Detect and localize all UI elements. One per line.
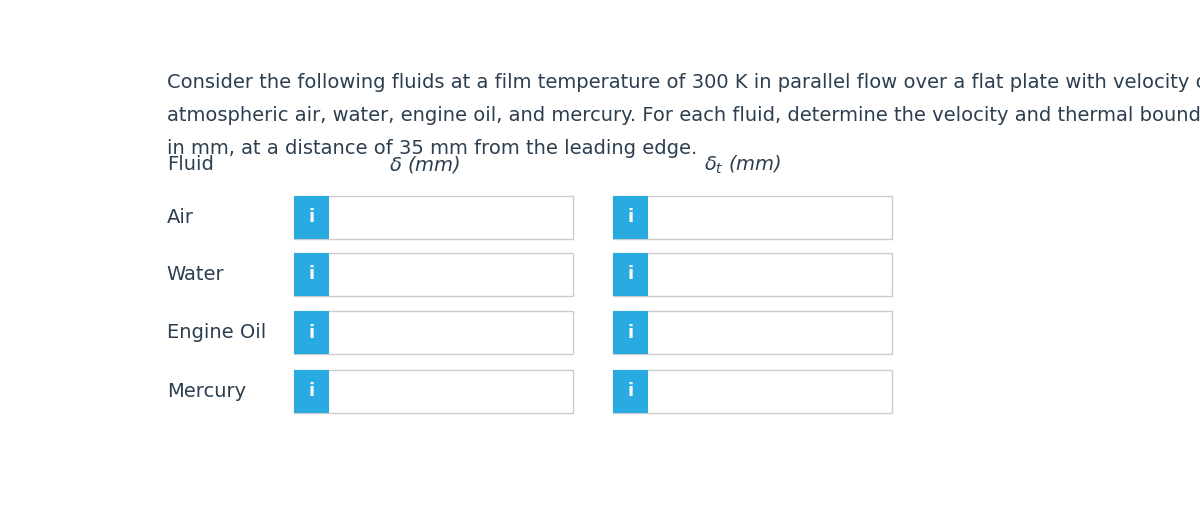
- Text: Fluid: Fluid: [167, 155, 214, 174]
- Text: Consider the following fluids at a film temperature of 300 K in parallel flow ov: Consider the following fluids at a film …: [167, 73, 1200, 92]
- FancyBboxPatch shape: [294, 252, 574, 296]
- Text: Air: Air: [167, 208, 193, 227]
- FancyBboxPatch shape: [294, 370, 330, 413]
- FancyBboxPatch shape: [613, 196, 648, 239]
- Text: i: i: [308, 324, 314, 342]
- FancyBboxPatch shape: [613, 252, 892, 296]
- FancyBboxPatch shape: [613, 196, 892, 239]
- Text: i: i: [628, 208, 634, 227]
- FancyBboxPatch shape: [613, 370, 648, 413]
- FancyBboxPatch shape: [294, 252, 330, 296]
- FancyBboxPatch shape: [613, 311, 648, 355]
- Text: Water: Water: [167, 265, 224, 283]
- FancyBboxPatch shape: [613, 252, 648, 296]
- FancyBboxPatch shape: [294, 196, 330, 239]
- FancyBboxPatch shape: [294, 311, 574, 355]
- Text: in mm, at a distance of 35 mm from the leading edge.: in mm, at a distance of 35 mm from the l…: [167, 139, 697, 158]
- Text: Mercury: Mercury: [167, 382, 246, 401]
- Text: i: i: [308, 208, 314, 227]
- FancyBboxPatch shape: [613, 370, 892, 413]
- FancyBboxPatch shape: [294, 370, 574, 413]
- Text: $\delta_t$ (mm): $\delta_t$ (mm): [703, 153, 781, 176]
- FancyBboxPatch shape: [613, 311, 892, 355]
- FancyBboxPatch shape: [294, 196, 574, 239]
- Text: i: i: [308, 383, 314, 400]
- Text: i: i: [628, 324, 634, 342]
- Text: i: i: [628, 383, 634, 400]
- Text: Engine Oil: Engine Oil: [167, 323, 266, 342]
- Text: i: i: [308, 265, 314, 283]
- Text: atmospheric air, water, engine oil, and mercury. For each fluid, determine the v: atmospheric air, water, engine oil, and …: [167, 106, 1200, 125]
- Text: $\delta$ (mm): $\delta$ (mm): [389, 154, 460, 175]
- Text: i: i: [628, 265, 634, 283]
- FancyBboxPatch shape: [294, 311, 330, 355]
